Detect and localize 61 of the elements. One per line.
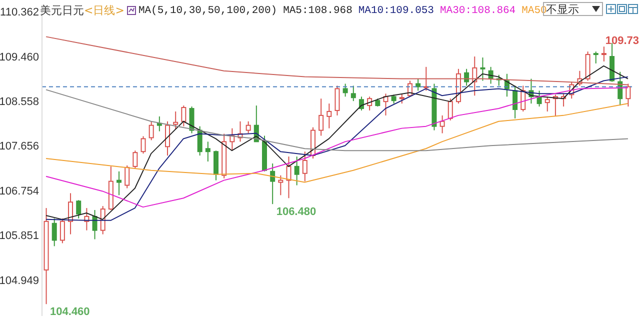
candlestick [342, 83, 348, 98]
candlestick [278, 174, 284, 196]
candlestick [124, 164, 130, 189]
annotation: 106.480 [276, 206, 316, 218]
candlestick [246, 120, 251, 134]
candlestick [440, 114, 445, 134]
candlestick [214, 150, 219, 181]
candlestick [358, 96, 364, 111]
annotation: 104.460 [50, 306, 90, 318]
candlestick [464, 68, 470, 86]
candlestick [544, 96, 550, 112]
candlestick [205, 141, 210, 162]
candlestick [350, 85, 356, 102]
candlestick [399, 93, 404, 104]
text: MA5:108.968 [283, 4, 352, 16]
candlestick [68, 192, 74, 235]
candlestick [448, 98, 453, 121]
candlestick [165, 120, 170, 156]
text: MA10:109.053 [358, 4, 434, 16]
y-tick-label: 107.656 [0, 140, 39, 153]
text: MA30:108.864 [440, 4, 516, 16]
candlestick [302, 151, 308, 182]
candlestick [156, 116, 162, 132]
candlestick [318, 98, 324, 136]
candlestick [326, 103, 332, 129]
y-tick-label: 108.558 [0, 96, 39, 108]
line-series [46, 89, 628, 152]
text: MA50 [522, 4, 547, 16]
candlestick [140, 136, 146, 154]
line-series [46, 103, 628, 183]
candlestick [334, 85, 340, 116]
candlestick [197, 126, 202, 156]
candlestick [116, 170, 122, 196]
candlestick [92, 210, 98, 240]
chart-title: 美元日元 [40, 3, 84, 18]
chart-subtitle: <日线> [84, 3, 124, 18]
candlestick [593, 51, 598, 64]
candlestick [601, 46, 606, 62]
candlestick [270, 162, 276, 205]
candlestick [626, 83, 631, 108]
candlestick [181, 105, 186, 127]
y-tick-label: 105.851 [0, 230, 39, 242]
candlestick [512, 85, 518, 119]
annotation: 不显示 [546, 2, 579, 16]
y-tick-label: 110.362 [0, 6, 39, 19]
legend-title: MA(5,10,30,50,100,200) [138, 4, 278, 16]
candlestick [60, 218, 65, 244]
y-tick-label: 106.754 [0, 185, 39, 198]
candlestick [76, 200, 82, 219]
candlestick [52, 218, 57, 247]
candlestick [416, 78, 421, 92]
annotation: 109.73 [605, 35, 639, 48]
y-tick-label: 104.949 [0, 274, 39, 287]
candlestick [132, 150, 138, 169]
y-tick-label: 109.460 [0, 51, 39, 64]
candlestick [100, 206, 106, 235]
candlestick [148, 120, 154, 141]
candlestick [294, 156, 300, 186]
candlestick [173, 110, 178, 130]
candlestick [286, 156, 292, 199]
candlestick [480, 56, 486, 82]
